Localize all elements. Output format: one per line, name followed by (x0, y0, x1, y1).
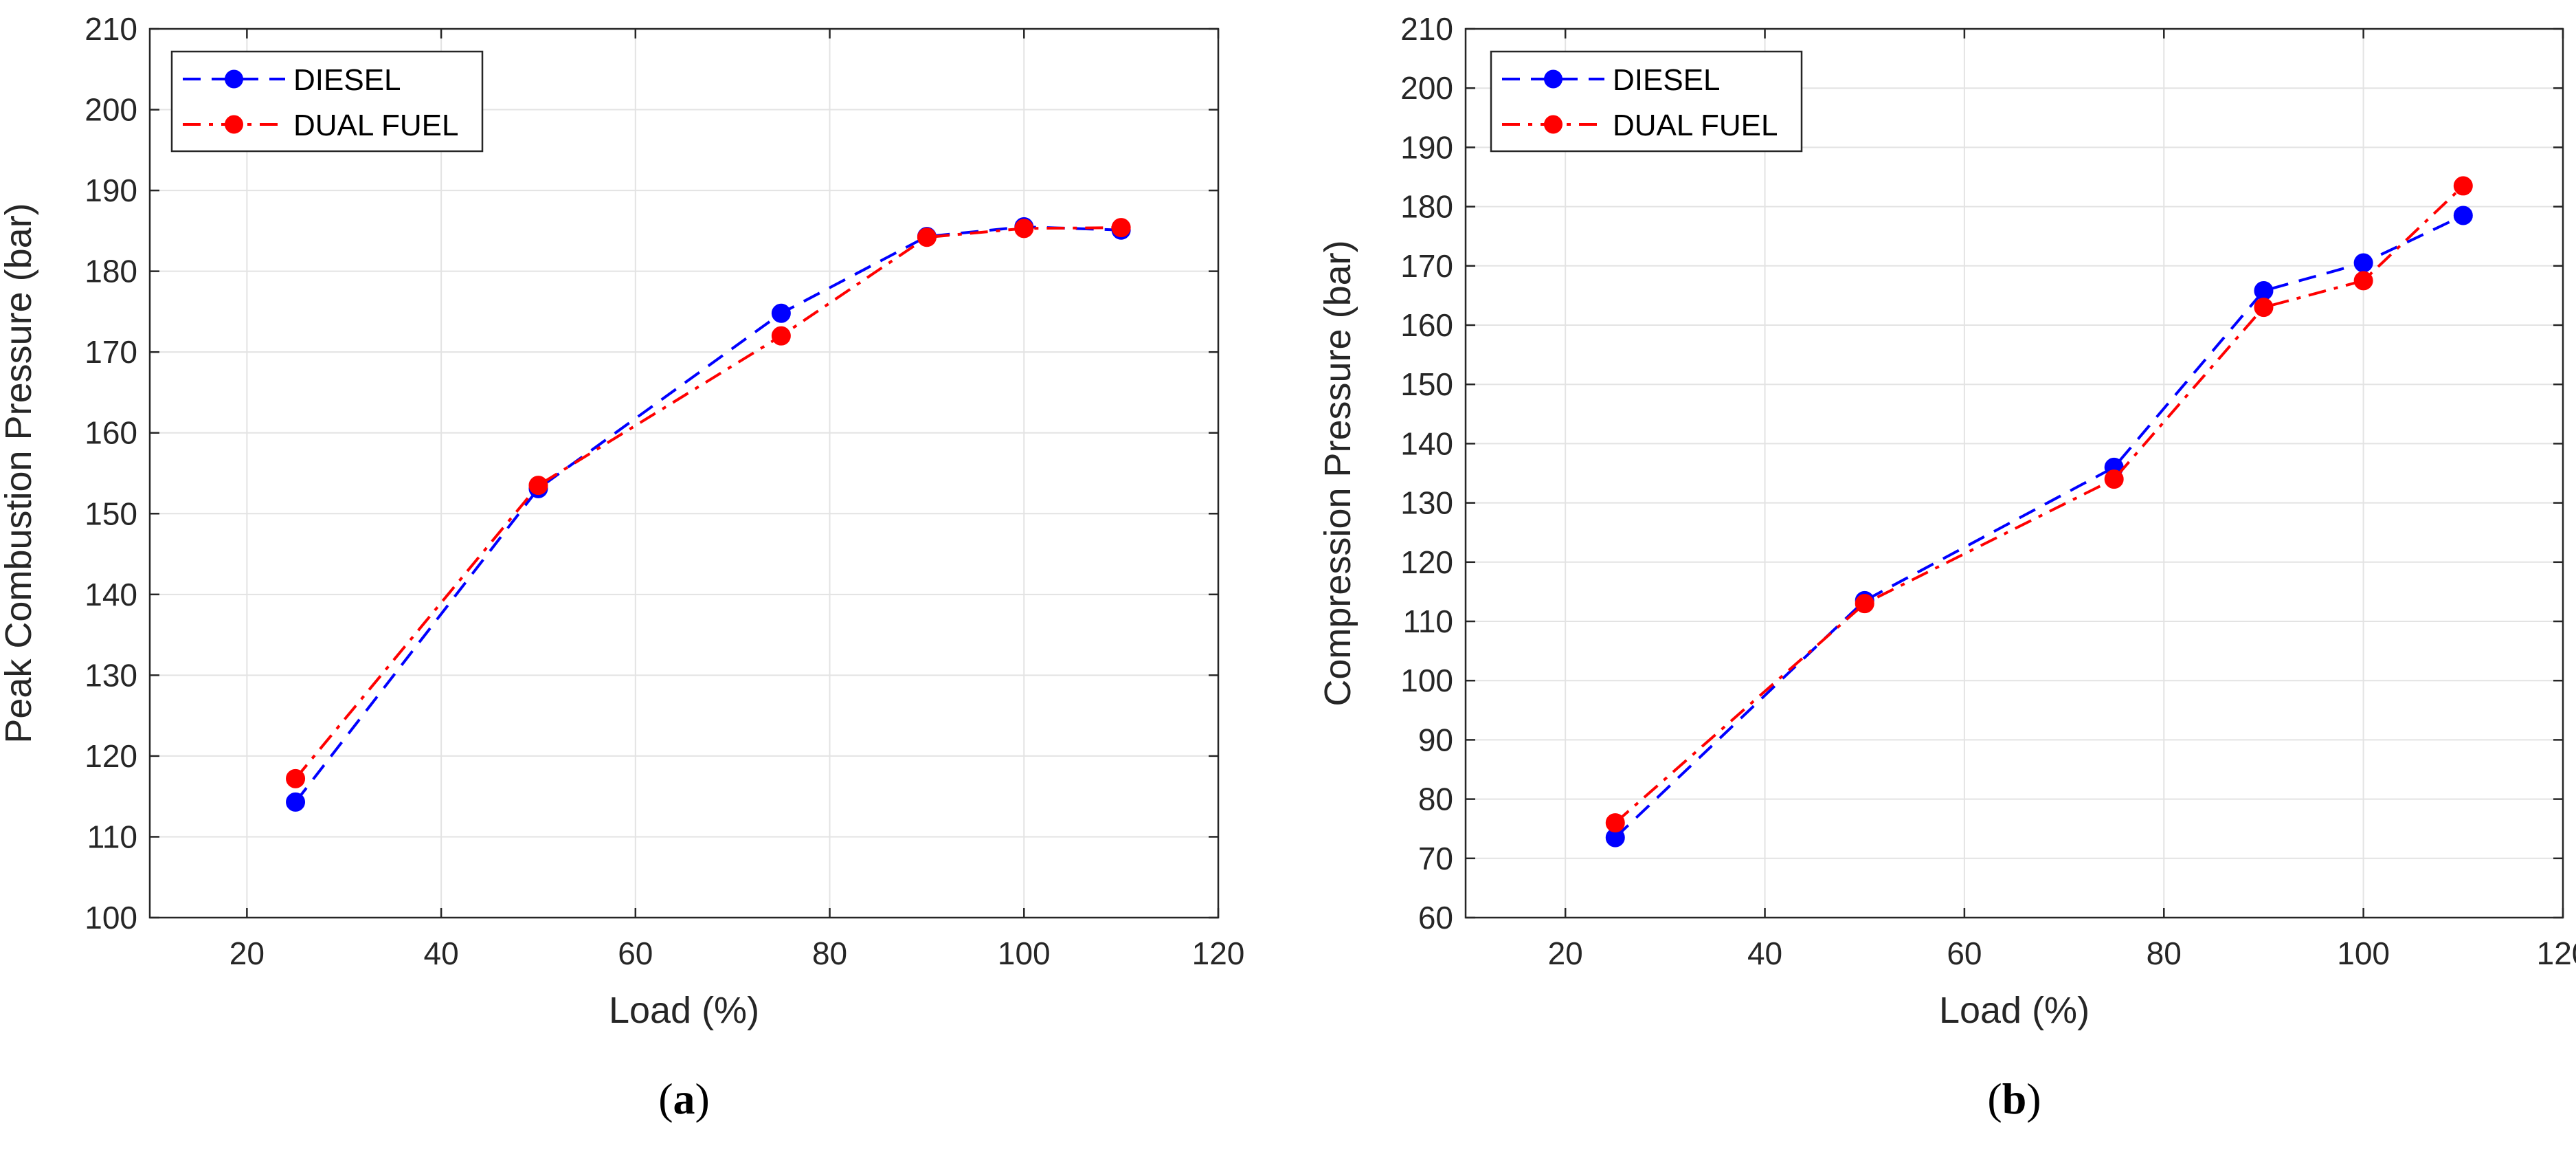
y-tick-label: 170 (85, 334, 137, 370)
data-point-diesel (2254, 281, 2274, 301)
y-tick-label: 150 (1400, 366, 1453, 402)
y-tick-label: 120 (1400, 544, 1453, 580)
panel-label: (a) (658, 1074, 710, 1123)
y-tick-label: 160 (1400, 307, 1453, 343)
y-tick-label: 210 (85, 11, 137, 47)
x-tick-label: 60 (1947, 935, 1982, 971)
y-tick-label: 200 (1400, 70, 1453, 106)
data-point-diesel (2353, 253, 2373, 273)
chart-a: 20 40 60 80 100 120 100 110 120 130 140 150 160 170 18… (0, 11, 1244, 1123)
legend: DIESEL DUAL FUEL (1490, 50, 1803, 153)
y-tick-label: 180 (1400, 189, 1453, 225)
x-tick-label: 40 (424, 935, 459, 971)
y-tick-label: 70 (1418, 841, 1453, 876)
legend-box (170, 50, 484, 153)
legend-marker (225, 115, 243, 134)
y-tick-label: 130 (1400, 485, 1453, 521)
data-point-diesel (286, 792, 306, 812)
chart-b: 20 40 60 80 100 120 60 70 80 90 100 110 120 130 140 150… (1317, 11, 2576, 1123)
data-point-dual-fuel (771, 326, 791, 346)
y-tick-label: 190 (85, 173, 137, 208)
data-point-dual-fuel (528, 476, 548, 496)
y-tick-label: 110 (87, 819, 137, 854)
x-tick-label: 80 (2147, 935, 2182, 971)
data-point-diesel (771, 303, 791, 323)
x-tick-label: 120 (1192, 935, 1245, 971)
data-point-dual-fuel (2453, 176, 2473, 196)
legend-box (1490, 50, 1803, 153)
legend-marker (1544, 69, 1563, 89)
y-tick-label: 200 (85, 92, 137, 128)
y-axis-label: Compression Pressure (bar) (1317, 240, 1358, 706)
y-tick-label: 130 (85, 657, 137, 693)
y-tick-label: 90 (1418, 722, 1453, 757)
plot-area (1466, 29, 2563, 918)
y-tick-label: 160 (85, 415, 137, 451)
y-tick-label: 180 (85, 254, 137, 289)
y-tick-label: 210 (1400, 11, 1453, 47)
y-tick-label: 100 (1400, 663, 1453, 698)
y-tick-label: 140 (1400, 425, 1453, 461)
x-tick-label: 120 (2537, 935, 2576, 971)
legend-label: DIESEL (1613, 63, 1721, 97)
y-tick-label: 190 (1400, 129, 1453, 165)
data-point-dual-fuel (2254, 298, 2274, 318)
x-tick-label: 40 (1747, 935, 1782, 971)
legend-marker (225, 69, 243, 89)
panel-label: (b) (1987, 1074, 2041, 1123)
data-point-dual-fuel (1605, 813, 1625, 833)
legend-label: DIESEL (293, 63, 401, 97)
data-point-dual-fuel (1111, 218, 1131, 238)
x-tick-label: 20 (229, 935, 265, 971)
plot-area (150, 29, 1218, 918)
x-tick-label: 60 (618, 935, 653, 971)
x-tick-label: 80 (812, 935, 847, 971)
x-tick-label: 20 (1548, 935, 1583, 971)
data-point-dual-fuel (286, 768, 306, 788)
legend-marker (1544, 115, 1563, 134)
series-line-dual-fuel (294, 226, 1121, 780)
x-tick-label: 100 (998, 935, 1051, 971)
series-line-diesel (294, 225, 1121, 804)
y-tick-label: 140 (85, 577, 137, 612)
x-axis-label: Load (%) (609, 990, 759, 1031)
data-point-dual-fuel (1855, 594, 1874, 614)
y-tick-label: 110 (1403, 603, 1453, 639)
y-tick-label: 150 (85, 496, 137, 531)
y-tick-label: 120 (85, 738, 137, 774)
axes-box (148, 27, 1220, 919)
y-tick-label: 60 (1418, 900, 1453, 935)
y-tick-label: 170 (1400, 248, 1453, 284)
data-point-dual-fuel (2353, 271, 2373, 291)
data-point-diesel (2453, 206, 2473, 225)
y-tick-label: 80 (1418, 782, 1453, 817)
legend: DIESEL DUAL FUEL (170, 50, 484, 153)
x-axis-label: Load (%) (1939, 990, 2090, 1031)
y-tick-label: 100 (85, 900, 137, 935)
legend-label: DUAL FUEL (293, 109, 458, 142)
data-point-dual-fuel (2104, 469, 2124, 489)
axes-box (1464, 27, 2564, 919)
x-tick-label: 100 (2337, 935, 2390, 971)
data-point-dual-fuel (1014, 219, 1034, 239)
legend-label: DUAL FUEL (1613, 109, 1778, 142)
series-line-dual-fuel (1614, 184, 2465, 824)
data-point-dual-fuel (917, 228, 937, 247)
y-axis-label: Peak Combustion Pressure (bar) (0, 203, 39, 743)
